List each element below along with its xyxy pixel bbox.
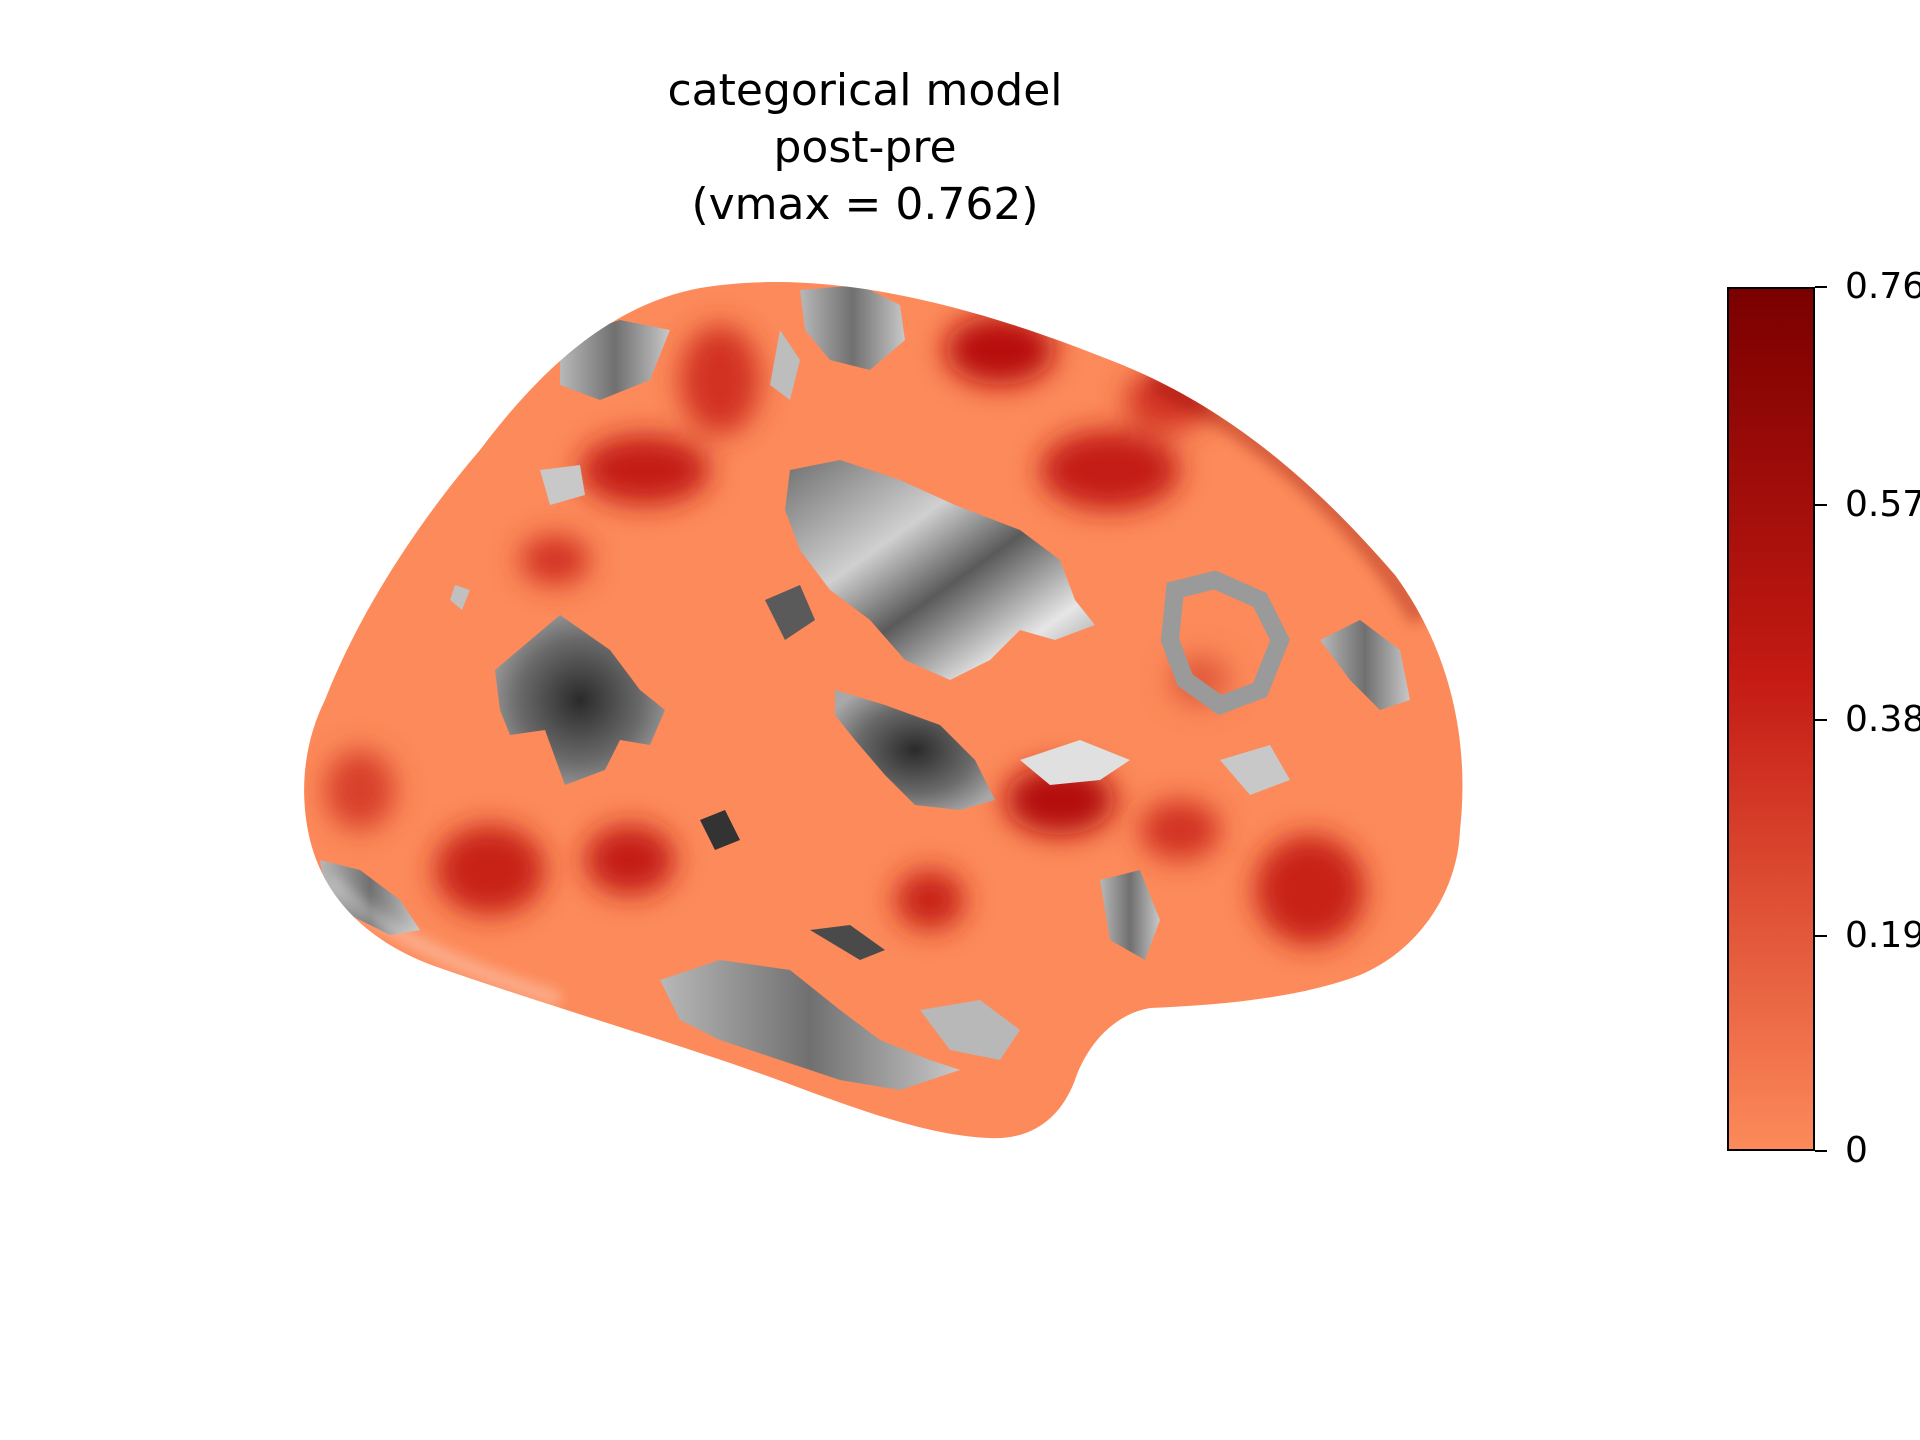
colorbar-tick-label: 0.57	[1845, 483, 1920, 525]
title-line-2: post-pre	[773, 122, 957, 173]
colorbar-tick-mark	[1815, 286, 1827, 288]
colorbar	[1727, 287, 1815, 1151]
gray-patches	[320, 285, 1410, 1090]
title-line-1: categorical model	[667, 65, 1063, 116]
figure-title: categorical model post-pre (vmax = 0.762…	[615, 62, 1115, 233]
colorbar-tick-mark	[1815, 934, 1827, 937]
activation-blobs	[325, 315, 1365, 945]
colorbar-tick-label: 0.76	[1845, 266, 1920, 307]
colorbar-tick-label: 0.38	[1845, 699, 1920, 741]
title-line-3: (vmax = 0.762)	[691, 179, 1039, 230]
colorbar-tick-label: 0.19	[1845, 914, 1920, 956]
colorbar-tick-mark	[1815, 719, 1827, 722]
colorbar-tick-mark	[1815, 1150, 1827, 1152]
surface-shading	[325, 371, 1428, 1007]
colorbar-tick-label: 0	[1845, 1130, 1868, 1171]
colorbar-tick-mark	[1815, 503, 1827, 506]
